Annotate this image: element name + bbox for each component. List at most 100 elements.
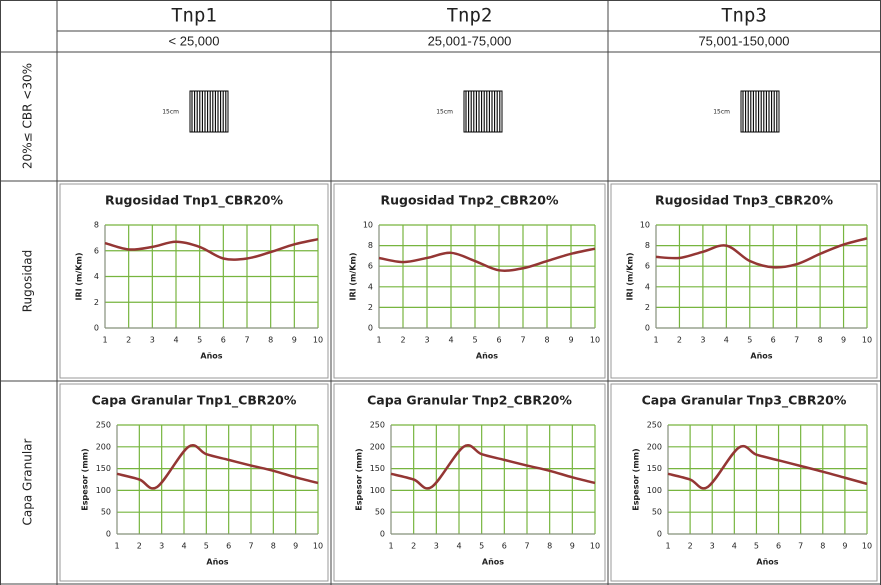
x-tick-label: 3 — [424, 336, 429, 345]
x-tick-label: 10 — [313, 336, 323, 345]
y-tick-label: 100 — [96, 486, 111, 495]
x-tick-label: 4 — [173, 336, 178, 345]
layer-icon — [463, 90, 503, 133]
y-tick-label: 0 — [368, 324, 373, 333]
row-label: Rugosidad — [21, 250, 35, 313]
y-axis-label: Espesor (mm) — [355, 448, 364, 510]
y-tick-label: 50 — [375, 508, 385, 517]
chart-frame — [333, 183, 606, 379]
y-tick-label: 100 — [370, 486, 385, 495]
x-tick-label: 7 — [520, 336, 525, 345]
data-line — [667, 444, 868, 490]
x-tick-label: 7 — [794, 336, 799, 345]
x-tick-label: 9 — [293, 542, 298, 551]
column-title: Tnp1 — [171, 5, 217, 27]
x-tick-label: 9 — [568, 336, 573, 345]
y-tick-label: 0 — [106, 530, 111, 539]
x-tick-label: 1 — [376, 336, 381, 345]
y-tick-label: 200 — [647, 442, 662, 451]
x-tick-label: 6 — [771, 336, 776, 345]
x-tick-label: 1 — [114, 542, 119, 551]
y-tick-label: 4 — [94, 272, 99, 281]
x-tick-label: 2 — [411, 542, 416, 551]
x-tick-label: 9 — [292, 336, 297, 345]
x-tick-label: 10 — [590, 336, 600, 345]
layer-box — [189, 90, 229, 133]
x-tick-label: 10 — [862, 542, 872, 551]
chart-title: Capa Granular Tnp1_CBR20% — [92, 393, 297, 409]
x-tick-label: 5 — [204, 542, 209, 551]
x-tick-label: 2 — [677, 336, 682, 345]
x-axis-label: Años — [206, 558, 228, 567]
y-tick-label: 0 — [657, 530, 662, 539]
y-tick-label: 2 — [645, 303, 650, 312]
y-tick-label: 50 — [652, 508, 662, 517]
x-tick-label: 8 — [547, 542, 552, 551]
x-tick-label: 8 — [271, 542, 276, 551]
column-title: Tnp3 — [721, 5, 767, 27]
x-tick-label: 4 — [456, 542, 461, 551]
y-tick-label: 250 — [647, 421, 662, 430]
x-tick-label: 1 — [653, 336, 658, 345]
x-tick-label: 5 — [197, 336, 202, 345]
thickness-label: 15cm — [713, 109, 730, 116]
y-tick-label: 250 — [370, 421, 385, 430]
x-tick-label: 1 — [388, 542, 393, 551]
x-tick-label: 5 — [747, 336, 752, 345]
y-tick-label: 6 — [645, 262, 650, 271]
y-tick-label: 50 — [101, 508, 111, 517]
y-tick-label: 4 — [368, 282, 373, 291]
chart-frame — [610, 183, 878, 379]
column-range: 25,001-75,000 — [428, 33, 512, 48]
y-tick-label: 0 — [645, 324, 650, 333]
x-axis-label: Años — [476, 352, 498, 361]
y-axis-label: Espesor (mm) — [81, 448, 90, 510]
x-tick-label: 10 — [862, 336, 872, 345]
y-tick-label: 8 — [645, 241, 650, 250]
x-tick-label: 2 — [137, 542, 142, 551]
x-tick-label: 7 — [524, 542, 529, 551]
x-tick-label: 3 — [700, 336, 705, 345]
layer-icon — [740, 90, 780, 133]
x-tick-label: 9 — [841, 336, 846, 345]
chart-title: Rugosidad Tnp2_CBR20% — [380, 193, 559, 209]
chart-title: Capa Granular Tnp2_CBR20% — [367, 393, 572, 409]
chart-title: Rugosidad Tnp1_CBR20% — [105, 193, 284, 209]
x-tick-label: 3 — [434, 542, 439, 551]
x-axis-label: Años — [200, 352, 222, 361]
thickness-label: 15cm — [162, 109, 179, 116]
y-tick-label: 6 — [368, 262, 373, 271]
x-tick-label: 4 — [448, 336, 453, 345]
x-tick-label: 10 — [590, 542, 600, 551]
x-tick-label: 5 — [472, 336, 477, 345]
x-tick-label: 6 — [226, 542, 231, 551]
y-tick-label: 4 — [645, 282, 650, 291]
y-tick-label: 8 — [94, 221, 99, 230]
x-tick-label: 7 — [798, 542, 803, 551]
data-line — [655, 237, 868, 269]
x-tick-label: 8 — [820, 542, 825, 551]
x-tick-label: 6 — [776, 542, 781, 551]
x-tick-label: 4 — [732, 542, 737, 551]
thickness-label: 15cm — [436, 109, 453, 116]
y-axis-label: IRI (m/Km) — [349, 252, 358, 300]
x-tick-label: 3 — [159, 542, 164, 551]
column-range: 75,001-150,000 — [698, 33, 789, 48]
x-tick-label: 9 — [842, 542, 847, 551]
x-tick-label: 4 — [724, 336, 729, 345]
y-axis-label: Espesor (mm) — [632, 448, 641, 510]
x-tick-label: 3 — [710, 542, 715, 551]
y-tick-label: 2 — [368, 303, 373, 312]
y-tick-label: 2 — [94, 298, 99, 307]
column-range: < 25,000 — [169, 33, 220, 48]
x-tick-label: 2 — [688, 542, 693, 551]
y-axis-label: IRI (m/Km) — [75, 252, 84, 300]
x-tick-label: 2 — [400, 336, 405, 345]
x-tick-label: 5 — [479, 542, 484, 551]
y-tick-label: 100 — [647, 486, 662, 495]
data-line — [378, 247, 596, 272]
y-tick-label: 8 — [368, 241, 373, 250]
x-tick-label: 10 — [313, 542, 323, 551]
x-tick-label: 6 — [502, 542, 507, 551]
